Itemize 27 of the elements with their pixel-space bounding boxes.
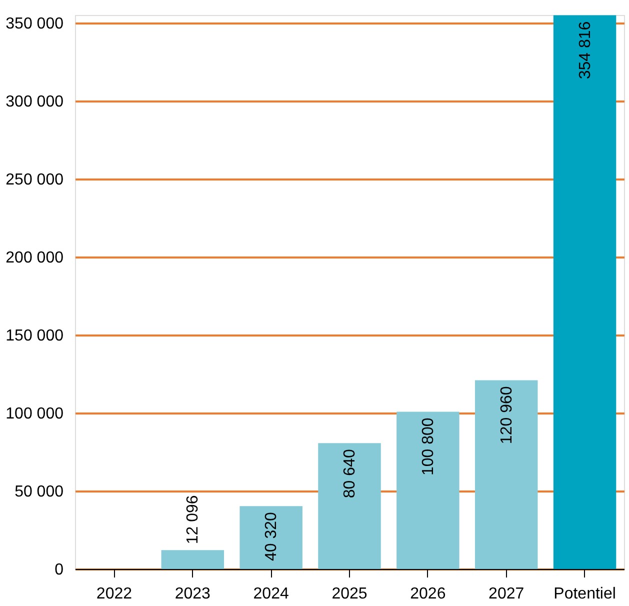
- data-label: 354 816: [576, 21, 594, 80]
- y-tick-label: 350 000: [6, 15, 64, 32]
- x-tick-label: 2026: [410, 586, 446, 602]
- bar: [553, 15, 616, 569]
- bar: [474, 380, 538, 569]
- y-tick-label: 200 000: [6, 249, 64, 266]
- data-label: 12 096: [184, 495, 202, 544]
- bar: [318, 443, 381, 569]
- x-tick-label: 2022: [96, 586, 132, 602]
- bar: [161, 550, 224, 569]
- data-label: 40 320: [263, 512, 280, 562]
- y-tick-label: 150 000: [6, 327, 64, 344]
- x-tick-label: 2025: [332, 586, 368, 602]
- data-label: 80 640: [342, 449, 358, 498]
- y-tick-label: 100 000: [6, 405, 64, 422]
- data-label: 120 960: [498, 386, 516, 444]
- y-tick-label: 250 000: [6, 171, 64, 188]
- y-tick-label: 300 000: [6, 93, 64, 110]
- x-tick-label: 2024: [253, 586, 289, 602]
- y-tick-label: 0: [54, 562, 64, 578]
- x-tick-label: 2023: [174, 586, 211, 602]
- bar: [396, 412, 460, 569]
- data-label: 100 800: [420, 418, 437, 476]
- y-tick-label: 50 000: [14, 483, 64, 500]
- bar: [240, 506, 302, 569]
- x-tick-label: Potentiel: [554, 586, 616, 602]
- x-tick-label: 2027: [488, 586, 524, 602]
